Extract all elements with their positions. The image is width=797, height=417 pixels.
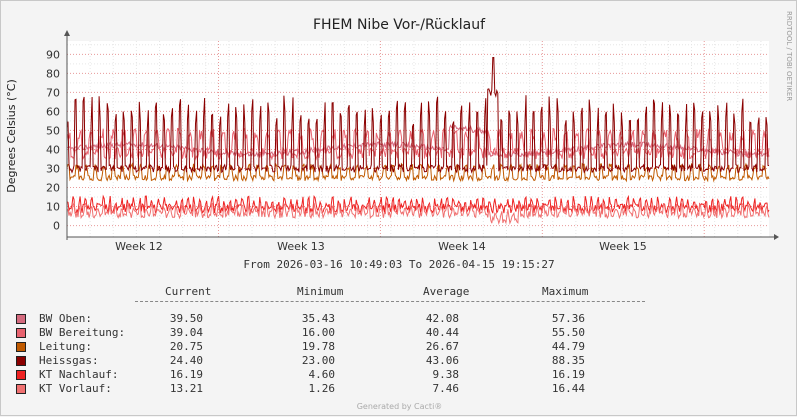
legend-maximum: 55.50 — [551, 326, 585, 339]
series-line — [66, 57, 770, 175]
series-line — [66, 127, 770, 161]
legend-maximum: 44.79 — [551, 340, 585, 353]
legend-average: 42.08 — [425, 312, 459, 325]
x-tick-label: Week 14 — [438, 240, 486, 253]
y-axis-label: Degrees Celsius (°C) — [5, 79, 18, 193]
series-line — [66, 161, 770, 183]
y-tick-label: 80 — [46, 67, 60, 80]
y-axis-arrow — [64, 30, 70, 36]
legend-row: Heissgas: 24.40 23.00 43.06 88.35 — [13, 354, 663, 368]
y-tick-label: 40 — [46, 143, 60, 156]
x-tick-labels: Week 12 Week 13 Week 14 Week 15 — [115, 240, 647, 253]
legend-maximum: 57.36 — [551, 312, 585, 325]
legend-row: BW Bereitung: 39.04 16.00 40.44 55.50 — [13, 326, 663, 340]
legend-minimum: 19.78 — [301, 340, 335, 353]
legend-swatch — [16, 342, 26, 352]
y-tick-label: 70 — [46, 86, 60, 99]
legend-current: 39.04 — [169, 326, 203, 339]
legend-current: 20.75 — [169, 340, 203, 353]
legend-maximum: 88.35 — [551, 354, 585, 367]
header-average: Average — [423, 285, 470, 298]
legend-minimum: 23.00 — [301, 354, 335, 367]
y-tick-label: 60 — [46, 105, 60, 118]
legend-swatch — [16, 314, 26, 324]
legend-swatch — [16, 384, 26, 394]
series-lines — [66, 57, 770, 225]
legend-swatch — [16, 356, 26, 366]
legend-average: 26.67 — [425, 340, 459, 353]
axes — [64, 30, 779, 240]
header-rule — [135, 301, 645, 302]
legend-row: KT Vorlauf: 13.21 1.26 7.46 16.44 — [13, 382, 663, 396]
y-tick-label: 50 — [46, 124, 60, 137]
legend-label: BW Bereitung: — [39, 326, 126, 339]
legend-maximum: 16.19 — [551, 368, 585, 381]
legend-minimum: 35.43 — [301, 312, 335, 325]
legend-average: 43.06 — [425, 354, 459, 367]
y-tick-labels: 90 80 70 60 50 40 30 20 10 0 — [46, 48, 60, 232]
legend-current: 24.40 — [169, 354, 203, 367]
legend-row: KT Nachlauf: 16.19 4.60 9.38 16.19 — [13, 368, 663, 382]
legend-swatch — [16, 328, 26, 338]
x-tick-label: Week 15 — [599, 240, 647, 253]
legend-label: Heissgas: — [39, 354, 99, 367]
legend-current: 13.21 — [169, 382, 203, 395]
legend-current: 16.19 — [169, 368, 203, 381]
x-tick-label: Week 12 — [115, 240, 163, 253]
series-line — [66, 201, 770, 225]
header-current: Current — [165, 285, 212, 298]
legend-label: BW Oben: — [39, 312, 92, 325]
legend-average: 9.38 — [432, 368, 460, 381]
footer: Generated by Cacti® — [356, 402, 443, 411]
legend-label: KT Vorlauf: — [39, 382, 112, 395]
legend-average: 7.46 — [432, 382, 460, 395]
legend-row: Leitung: 20.75 19.78 26.67 44.79 — [13, 340, 663, 354]
legend-average: 40.44 — [425, 326, 459, 339]
legend-row: BW Oben: 39.50 35.43 42.08 57.36 — [13, 312, 663, 326]
watermark: RRDTOOL / TOBI OETIKER — [785, 11, 793, 101]
x-axis-arrow — [774, 234, 779, 240]
y-tick-label: 30 — [46, 162, 60, 175]
legend-label: KT Nachlauf: — [39, 368, 119, 381]
y-tick-label: 0 — [53, 220, 60, 233]
period-text: From 2026-03-16 10:49:03 To 2026-04-15 1… — [243, 258, 554, 271]
header-minimum: Minimum — [297, 285, 344, 298]
header-maximum: Maximum — [542, 285, 589, 298]
y-tick-label: 90 — [46, 48, 60, 61]
legend-minimum: 16.00 — [301, 326, 335, 339]
legend-minimum: 1.26 — [308, 382, 336, 395]
y-tick-label: 10 — [46, 201, 60, 214]
legend-minimum: 4.60 — [308, 368, 336, 381]
legend-swatch — [16, 370, 26, 380]
legend-label: Leitung: — [39, 340, 92, 353]
legend-maximum: 16.44 — [551, 382, 585, 395]
x-tick-label: Week 13 — [277, 240, 325, 253]
y-tick-label: 20 — [46, 182, 60, 195]
legend-current: 39.50 — [169, 312, 203, 325]
chart-title: FHEM Nibe Vor-/Rücklauf — [313, 17, 486, 33]
